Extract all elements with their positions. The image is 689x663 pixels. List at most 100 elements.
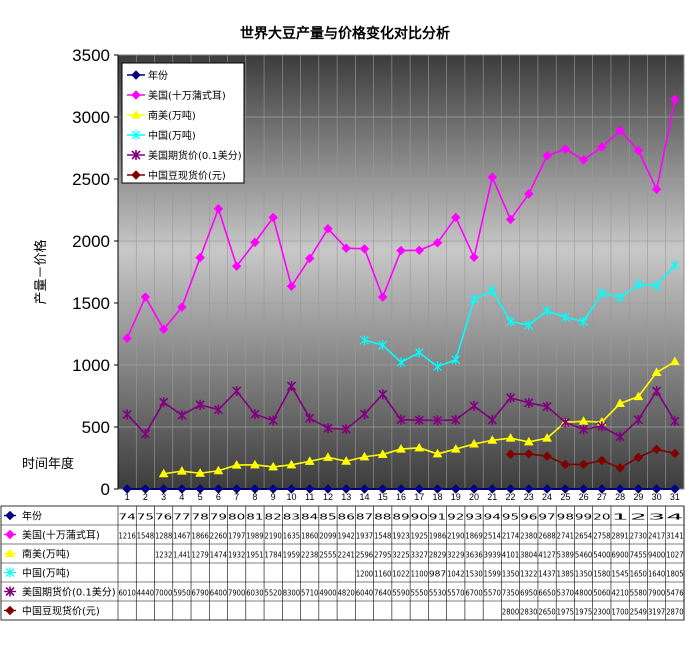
table-cell: 5389 [557,551,574,560]
table-cell: 2688 [538,532,555,541]
table-cell: 2380 [520,532,537,541]
data-point [159,397,169,408]
data-point [560,459,571,470]
table-cell: 91 [429,513,446,522]
y-tick-label: 2500 [72,170,110,189]
data-point [433,361,442,372]
table-cell: 74 [118,513,135,522]
y-axis-label: 产量－价格 [33,239,49,304]
data-point [378,484,388,494]
table-cell: 1805 [666,570,683,579]
data-point [469,484,479,494]
data-point [131,70,141,80]
x-tick-label: 12 [323,492,333,502]
data-point [615,398,625,407]
table-cell: 3141 [666,532,683,541]
data-point [524,189,534,199]
data-point [579,316,589,327]
table-cell: 5550 [411,589,428,598]
x-tick-label: 16 [396,492,406,502]
data-point [615,484,625,494]
x-tick-label: 21 [487,492,497,502]
table-cell: 2174 [502,532,519,541]
data-point [232,386,242,397]
data-point [213,404,223,415]
table-cell: 4101 [502,551,519,560]
table-cell: 1959 [283,551,300,560]
table-cell: 1200 [356,570,373,579]
x-axis-label: 时间年度 [22,456,74,472]
x-tick-label: 25 [560,492,570,502]
table-cell: 6030 [246,589,263,598]
data-point [670,356,680,366]
data-point [633,484,644,494]
table-cell: 2555 [319,551,336,560]
series-3 [360,260,680,372]
data-point [542,401,552,412]
table-cell: 4820 [338,589,355,598]
data-table: 年份 74 75 76 77 78 79 80 81 82 83 84 85 86 87 88 89 90 91 92… [0,505,685,621]
x-tick-label: 27 [597,492,607,502]
data-point [250,459,260,469]
data-point [286,484,297,494]
data-point [432,238,443,248]
data-point [597,288,607,299]
table-cell: 1650 [630,570,647,579]
y-tick-label: 2000 [72,232,110,251]
x-tick-label: 11 [305,492,314,502]
x-tick-label: 10 [286,492,296,502]
series-4 [122,381,680,442]
table-cell: 1975 [575,608,592,617]
table-cell: 2829 [429,551,446,560]
table-cell: 1022 [392,570,409,579]
data-point [122,333,132,343]
table-cell: 5710 [301,589,318,598]
data-point [396,245,406,256]
data-point [578,459,589,470]
x-axis: 1 2 3 4 5 6 7 8 9 10 11 12 13 14 15 16 17 18 19 20 21 22 23 24 2… [125,492,680,502]
table-cell: 7900 [648,589,665,598]
table-cell: 1989 [246,532,263,541]
table-cell: 6950 [520,589,537,598]
data-point [487,172,497,182]
table-cell: 83 [283,513,300,522]
data-point [505,392,516,403]
y-tick-label: 1000 [72,356,110,375]
data-point [131,170,141,180]
table-cell: 2870 [666,608,683,617]
table-cell: 1932 [228,551,245,560]
series-0 [122,484,680,494]
table-cell: 2417 [648,532,665,541]
table-cell: 6650 [538,589,555,598]
table-cell: 1385 [557,570,574,579]
table-cell: 5580 [630,589,647,598]
table-cell: 4210 [611,589,628,598]
table-cell: 76 [155,513,172,522]
data-point [524,320,534,331]
table-cell: 86 [338,513,355,522]
data-point [305,253,315,264]
table-cell: 89 [392,513,409,522]
y-tick-label: 3000 [72,108,110,127]
table-row-label: 美国(十万蒲式耳) [22,529,100,542]
table-cell: 1216 [118,532,135,541]
series-2 [158,356,680,478]
table-cell: 1866 [192,532,209,541]
data-point [177,302,187,312]
table-cell: 2300 [593,608,610,617]
series-line [510,448,676,469]
data-point [286,281,297,291]
table-cell: 6400 [210,589,227,598]
data-point [633,279,643,290]
table-cell: 1975 [557,608,574,617]
table-cell: 3225 [392,551,409,560]
x-tick-label: 4 [179,492,184,502]
x-tick-label: 19 [451,492,461,502]
data-point [341,424,351,435]
y-axis: 0 500 1000 1500 2000 2500 3000 3500 [72,46,119,499]
data-point [615,125,625,136]
data-point [250,484,260,494]
data-point [250,237,260,248]
data-point [305,484,315,494]
data-point [542,451,552,461]
